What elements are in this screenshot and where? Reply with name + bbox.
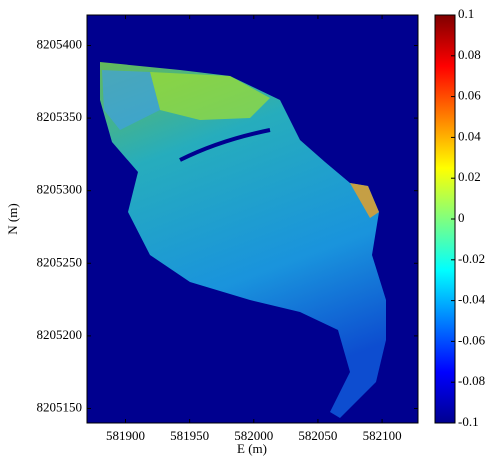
x-tick-label: 581950 bbox=[170, 428, 209, 443]
y-tick-label: 8205400 bbox=[37, 36, 83, 51]
x-tick-label: 582050 bbox=[298, 428, 337, 443]
colorbar-tick-label: 0.02 bbox=[458, 169, 481, 184]
y-tick-label: 8205300 bbox=[37, 182, 83, 197]
plot-frame bbox=[86, 14, 419, 424]
colorbar-tick-label: -0.06 bbox=[458, 332, 486, 347]
y-tick-label: 8205250 bbox=[37, 254, 83, 269]
colorbar-tick-label: 0.06 bbox=[458, 88, 481, 103]
x-tick-label: 582100 bbox=[363, 428, 402, 443]
x-axis-label: E (m) bbox=[237, 441, 267, 456]
x-tick-label: 582000 bbox=[234, 428, 273, 443]
colorbar-tick-label: -0.1 bbox=[458, 414, 479, 429]
colorbar-tick-label: 0.1 bbox=[458, 6, 474, 21]
colorbar-tick-label: 0 bbox=[458, 210, 465, 225]
y-tick-label: 8205200 bbox=[37, 327, 83, 342]
colorbar-tick-label: -0.08 bbox=[458, 373, 485, 388]
colorbar-tick-label: -0.02 bbox=[458, 251, 485, 266]
y-tick-label: 8205150 bbox=[37, 399, 83, 414]
colorbar-tick-label: 0.08 bbox=[458, 47, 481, 62]
raster-image bbox=[100, 62, 386, 418]
y-tick-label: 8205350 bbox=[37, 109, 83, 124]
colorbar-tick-label: 0.04 bbox=[458, 128, 481, 143]
x-tick-label: 581900 bbox=[106, 428, 145, 443]
y-axis-label: N (m) bbox=[5, 203, 20, 234]
colorbar-tick-label: -0.04 bbox=[458, 292, 486, 307]
